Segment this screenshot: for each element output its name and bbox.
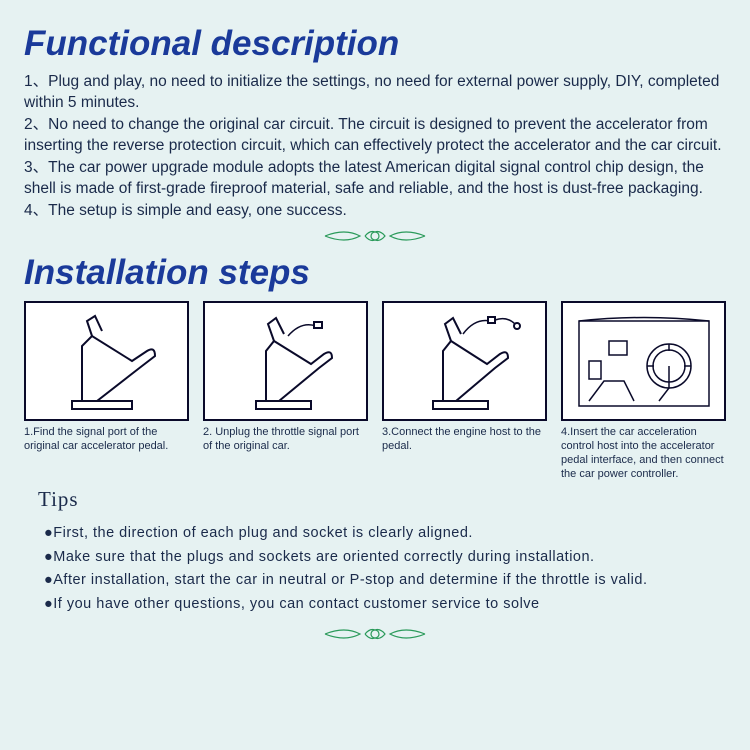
step-4: 4.Insert the car acceleration control ho…	[561, 301, 726, 481]
step-1-diagram	[24, 301, 189, 421]
tip-item: ●First, the direction of each plug and s…	[44, 522, 726, 544]
functional-description-title: Functional description	[24, 24, 726, 64]
desc-item: 3、The car power upgrade module adopts th…	[24, 158, 726, 200]
installation-steps-row: 1.Find the signal port of the original c…	[24, 301, 726, 481]
divider-ornament	[24, 225, 726, 247]
tip-item: ●Make sure that the plugs and sockets ar…	[44, 546, 726, 568]
step-1: 1.Find the signal port of the original c…	[24, 301, 189, 481]
desc-item: 2、No need to change the original car cir…	[24, 115, 726, 157]
step-3-diagram	[382, 301, 547, 421]
step-3-caption: 3.Connect the engine host to the pedal.	[382, 426, 547, 454]
step-4-diagram	[561, 301, 726, 421]
installation-steps-title: Installation steps	[24, 253, 726, 293]
tip-item: ●If you have other questions, you can co…	[44, 593, 726, 615]
divider-ornament-bottom	[24, 623, 726, 645]
step-3: 3.Connect the engine host to the pedal.	[382, 301, 547, 481]
functional-description-list: 1、Plug and play, no need to initialize t…	[24, 72, 726, 221]
tips-title: Tips	[38, 487, 726, 512]
tip-item: ●After installation, start the car in ne…	[44, 569, 726, 591]
tips-list: ●First, the direction of each plug and s…	[44, 522, 726, 615]
step-2: 2. Unplug the throttle signal port of th…	[203, 301, 368, 481]
desc-item: 1、Plug and play, no need to initialize t…	[24, 72, 726, 114]
step-2-diagram	[203, 301, 368, 421]
desc-item: 4、The setup is simple and easy, one succ…	[24, 201, 726, 222]
step-1-caption: 1.Find the signal port of the original c…	[24, 426, 189, 454]
step-2-caption: 2. Unplug the throttle signal port of th…	[203, 426, 368, 454]
step-4-caption: 4.Insert the car acceleration control ho…	[561, 426, 726, 481]
